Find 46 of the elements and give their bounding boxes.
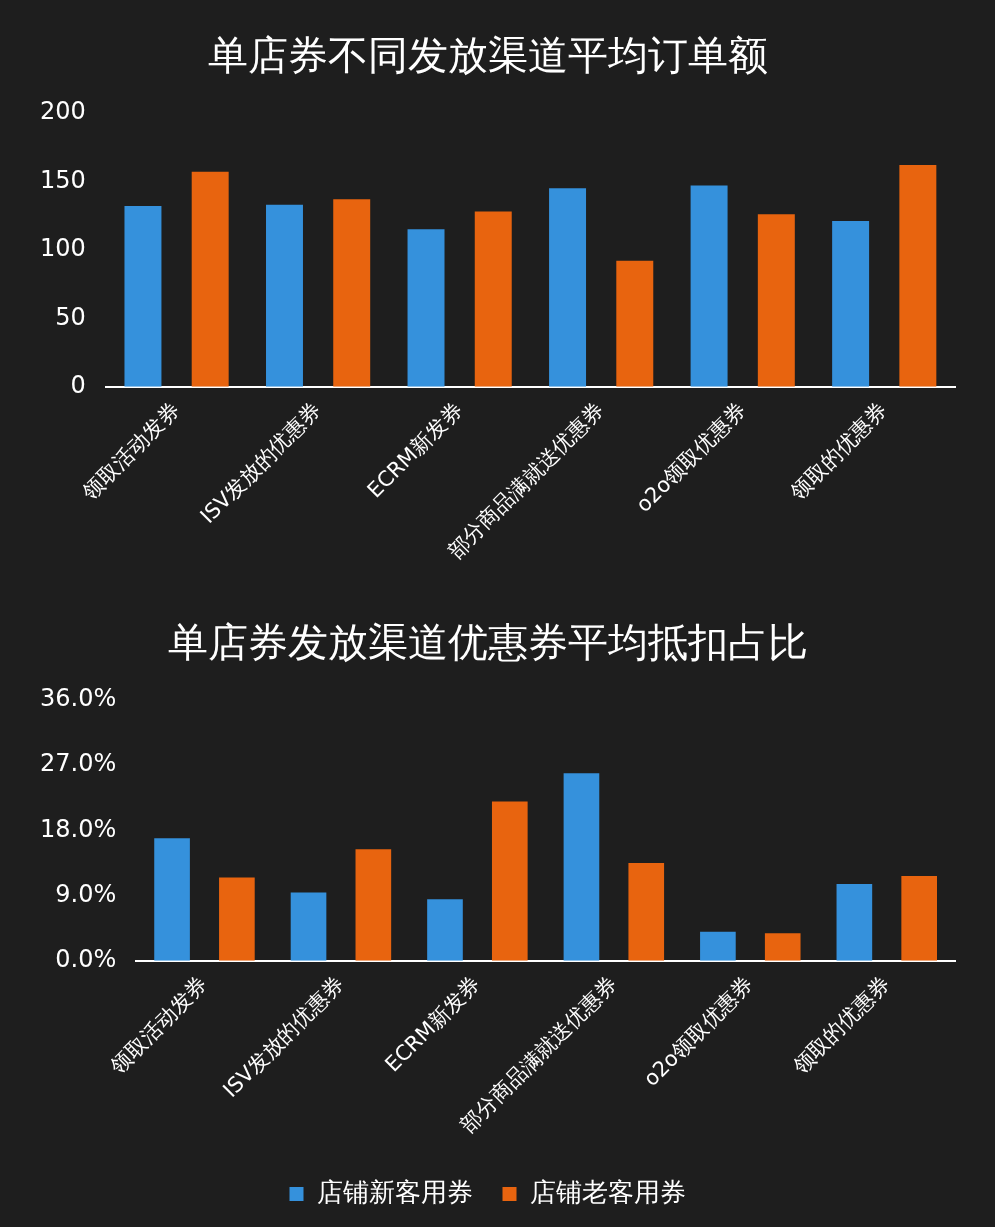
x-tick-label: 领取的优惠券 (788, 972, 895, 1079)
bar (757, 214, 795, 387)
x-tick-label: 领取活动发券 (105, 972, 212, 1079)
legend-label: 店铺老客用券 (529, 1176, 686, 1207)
bar (355, 849, 392, 961)
bar (700, 931, 736, 961)
x-tick-label: 领取的优惠券 (785, 398, 892, 505)
bar (491, 801, 528, 961)
y-tick-label: 27.0% (39, 749, 117, 778)
x-tick-label: 领取活动发券 (77, 398, 184, 505)
bar (266, 204, 303, 387)
y-tick-label: 36.0% (39, 684, 117, 713)
bar (191, 171, 229, 387)
bar (549, 188, 587, 387)
x-tick-label: o2o领取优惠券 (638, 972, 758, 1091)
y-tick-label: 0 (70, 370, 86, 399)
y-tick-label: 100 (40, 234, 86, 263)
y-tick-label: 50 (55, 302, 86, 331)
y-tick-label: 9.0% (55, 879, 117, 908)
bar (836, 883, 873, 961)
bar (616, 260, 654, 387)
bar (154, 838, 190, 961)
x-tick-label: ISV发放的优惠券 (195, 398, 326, 529)
x-tick-label: o2o领取优惠券 (631, 398, 751, 517)
chart-title: 单店券发放渠道优惠券平均抵扣占比 (167, 619, 808, 666)
bar (407, 229, 445, 387)
bar (290, 892, 327, 961)
legend-label: 店铺新客用券 (316, 1176, 473, 1207)
y-tick-label: 18.0% (39, 814, 117, 843)
bar (474, 211, 512, 387)
bar (899, 165, 937, 387)
bar (628, 862, 665, 961)
bar (427, 899, 463, 961)
y-tick-label: 200 (40, 97, 86, 126)
bar (832, 221, 870, 387)
bar (333, 199, 371, 387)
x-tick-label: ISV发放的优惠券 (218, 972, 349, 1103)
bar (124, 206, 162, 387)
bar (901, 875, 937, 961)
y-tick-label: 0.0% (55, 944, 117, 973)
bar (764, 933, 801, 961)
y-tick-label: 150 (40, 165, 86, 194)
bar (690, 185, 728, 387)
chart-title: 单店券不同发放渠道平均订单额 (207, 32, 768, 79)
bar (563, 773, 600, 961)
bar (219, 877, 255, 961)
